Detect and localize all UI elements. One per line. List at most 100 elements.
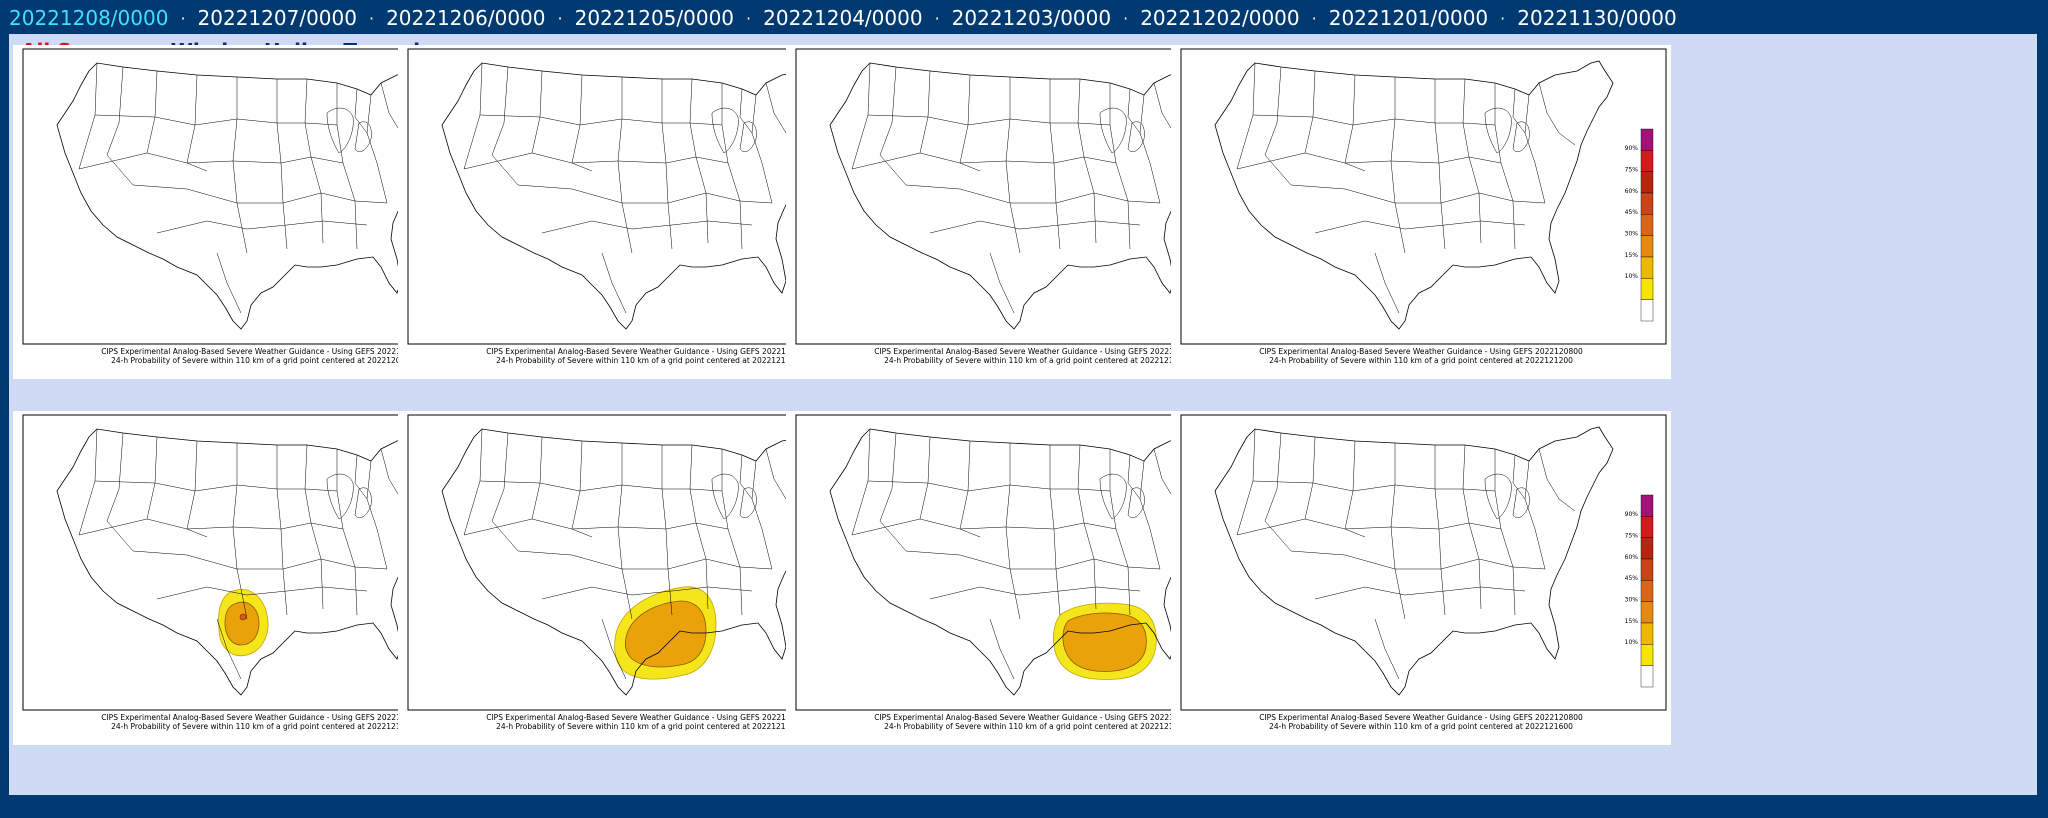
colorbar-segment — [1640, 622, 1654, 645]
state-border — [1512, 454, 1526, 500]
run-link-7[interactable]: 20221201/0000 — [1328, 6, 1489, 30]
colorbar-label: 60% — [1625, 554, 1639, 561]
state-border — [601, 618, 627, 680]
state-border — [851, 518, 1117, 536]
state-border — [1127, 88, 1141, 134]
map-caption-probability: 24-h Probability of Severe within 110 km… — [111, 356, 415, 365]
state-border — [94, 114, 338, 126]
state-border — [94, 480, 338, 492]
state-border — [1314, 586, 1526, 600]
state-border — [132, 184, 388, 204]
colorbar-label: 75% — [1625, 167, 1639, 174]
conus-map — [56, 60, 456, 330]
conus-map — [1214, 426, 1614, 696]
state-border — [463, 518, 729, 536]
map-caption-probability: 24-h Probability of Severe within 110 km… — [884, 722, 1188, 731]
colorbar-segment — [1640, 644, 1654, 666]
run-link-1[interactable]: 20221207/0000 — [197, 6, 357, 30]
colorbar-segment — [1640, 235, 1654, 258]
run-separator: · — [746, 8, 752, 28]
state-border — [366, 94, 388, 204]
map-caption-source: CIPS Experimental Analog-Based Severe We… — [1259, 347, 1583, 356]
colorbar-segment — [1640, 278, 1654, 300]
run-separator: · — [934, 8, 940, 28]
colorbar-segment — [1640, 665, 1654, 688]
run-link-0[interactable]: 20221208/0000 — [9, 6, 169, 30]
forecast-map: 90% 75% 60% 45% 30% 15% 10% — [1180, 414, 1667, 711]
map-caption-source: CIPS Experimental Analog-Based Severe We… — [486, 713, 810, 722]
map-caption-probability: 24-h Probability of Severe within 110 km… — [111, 722, 415, 731]
conus-map — [829, 426, 1229, 696]
state-border — [1512, 88, 1526, 134]
great-lakes — [1484, 473, 1512, 520]
colorbar-segment — [1640, 192, 1654, 215]
map-caption-probability: 24-h Probability of Severe within 110 km… — [496, 722, 800, 731]
state-border — [1344, 440, 1366, 538]
colorbar-segment — [1640, 128, 1654, 151]
conus-map — [56, 426, 456, 696]
state-border — [541, 586, 753, 600]
state-border — [1314, 220, 1526, 234]
run-link-2[interactable]: 20221206/0000 — [386, 6, 546, 30]
run-separator: · — [1500, 8, 1506, 28]
great-lakes — [354, 487, 372, 518]
state-border — [216, 618, 242, 680]
colorbar-label: 10% — [1625, 273, 1639, 280]
state-border — [156, 586, 368, 600]
state-border — [571, 74, 593, 172]
run-separator: · — [1311, 8, 1317, 28]
risk-contour-peak — [239, 613, 247, 621]
state-border — [1264, 66, 1292, 186]
state-border — [1252, 480, 1496, 492]
conus-map — [441, 426, 841, 696]
conus-map — [1214, 60, 1614, 330]
risk-contour-15 — [224, 601, 260, 646]
day-8-map-image[interactable]: 90% 75% 60% 45% 30% 15% 10% CIPS Experimental A… — [1171, 411, 1671, 745]
conus-map — [441, 60, 841, 330]
run-separator: · — [180, 8, 186, 28]
state-border — [517, 184, 773, 204]
state-border — [132, 550, 388, 570]
state-border — [156, 220, 368, 234]
run-link-3[interactable]: 20221205/0000 — [574, 6, 735, 30]
great-lakes — [739, 121, 757, 152]
colorbar-label: 15% — [1625, 252, 1639, 259]
run-separator: · — [368, 8, 375, 28]
colorbar-label: 90% — [1625, 511, 1639, 518]
state-border — [491, 66, 519, 186]
state-border — [78, 518, 344, 536]
state-border — [479, 480, 723, 492]
state-border — [186, 74, 208, 172]
state-border — [1344, 74, 1366, 172]
state-border — [879, 66, 907, 186]
day-4-map-image[interactable]: 90% 75% 60% 45% 30% 15% 10% CIPS Experimental A… — [1171, 45, 1671, 379]
state-border — [491, 432, 519, 552]
colorbar-label: 90% — [1625, 145, 1639, 152]
colorbar-label: 10% — [1625, 639, 1639, 646]
colorbar-label: 30% — [1625, 597, 1639, 604]
state-border — [463, 152, 729, 170]
state-border — [1374, 252, 1400, 314]
state-border — [517, 550, 773, 570]
state-border — [1139, 460, 1161, 570]
colorbar-label: 75% — [1625, 533, 1639, 540]
colorbar-segment — [1640, 256, 1654, 279]
colorbar-segment — [1640, 214, 1654, 236]
run-link-4[interactable]: 20221204/0000 — [763, 6, 923, 30]
run-link-5[interactable]: 20221203/0000 — [951, 6, 1112, 30]
run-link-6[interactable]: 20221202/0000 — [1140, 6, 1300, 30]
colorbar-segment — [1640, 494, 1654, 517]
forecast-panel: All Severe·Wind·Hail·Tornado Day 1 - 202… — [9, 34, 2037, 795]
map-caption-source: CIPS Experimental Analog-Based Severe We… — [874, 347, 1198, 356]
great-lakes — [1512, 487, 1530, 518]
state-border — [78, 152, 344, 170]
state-border — [1236, 152, 1502, 170]
state-border — [1538, 448, 1576, 512]
great-lakes — [326, 473, 354, 520]
great-lakes — [1512, 121, 1530, 152]
run-link-8[interactable]: 20221130/0000 — [1517, 6, 1677, 30]
colorbar-label: 60% — [1625, 188, 1639, 195]
state-border — [1264, 432, 1292, 552]
state-border — [106, 66, 134, 186]
colorbar-label: 45% — [1625, 575, 1639, 582]
